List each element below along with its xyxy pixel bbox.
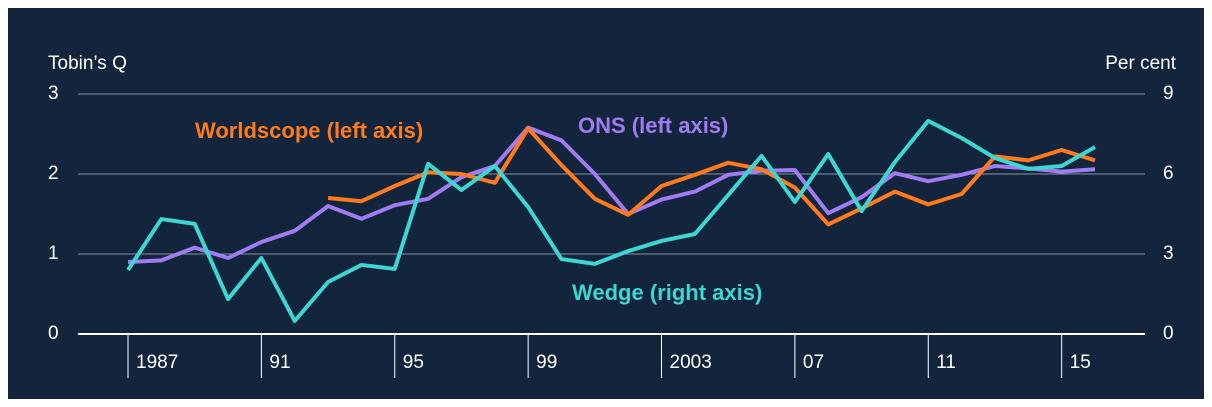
x-tick-label: 99 [536,352,557,373]
y-axis-title: Tobin’s Q [48,53,127,74]
y2-tick-label: 9 [1163,83,1174,104]
series-label: Wedge (right axis) [572,280,762,305]
y2-axis-title: Per cent [1105,53,1176,74]
x-tick-label: 07 [803,352,824,373]
series-label: ONS (left axis) [578,113,728,138]
y2-tick-label: 0 [1163,323,1174,344]
y-tick-label: 3 [48,83,59,104]
y2-tick-label: 6 [1163,163,1174,184]
y-tick-label: 1 [48,243,59,264]
series-line [127,125,1096,264]
series-line [126,118,1096,323]
y2-tick-label: 3 [1163,243,1174,264]
x-tick-label: 2003 [670,352,712,373]
y-tick-label: 2 [48,163,59,184]
x-tick-label: 11 [936,352,956,373]
series-label: Worldscope (left axis) [195,118,423,143]
x-tick-label: 1987 [136,352,178,373]
y-tick-label: 0 [48,323,59,344]
x-tick-label: 91 [269,352,290,373]
x-tick-label: 95 [403,352,424,373]
x-tick-label: 15 [1070,352,1091,373]
series-line [327,126,1096,227]
